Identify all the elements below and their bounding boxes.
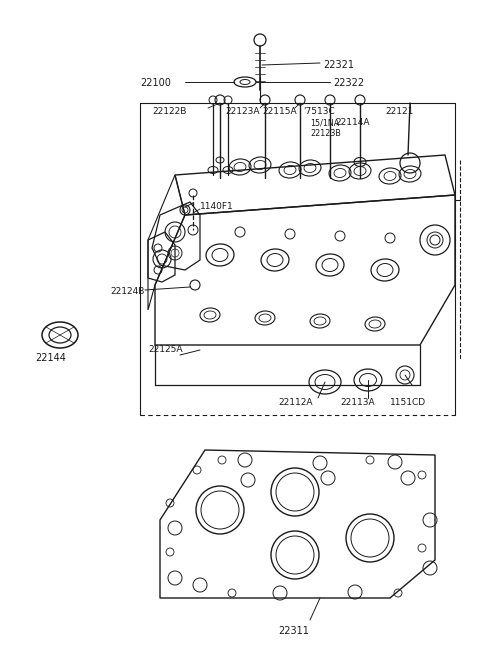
Text: 22112A: 22112A: [278, 398, 312, 407]
Text: 15/1NA: 15/1NA: [310, 118, 339, 127]
Text: 22124B: 22124B: [110, 287, 144, 296]
Text: 1151CD: 1151CD: [390, 398, 426, 407]
Text: 1140F1: 1140F1: [200, 202, 234, 211]
Text: 22321: 22321: [323, 60, 354, 70]
Text: 22125A: 22125A: [148, 345, 182, 354]
Text: 22322: 22322: [333, 78, 364, 88]
Text: 22114A: 22114A: [335, 118, 370, 127]
Text: 22113A: 22113A: [340, 398, 374, 407]
Text: 22144: 22144: [35, 353, 66, 363]
Text: 22123A: 22123A: [225, 107, 260, 116]
Text: 22123B: 22123B: [310, 129, 341, 138]
Text: 22122B: 22122B: [152, 107, 186, 116]
Text: 22115A: 22115A: [262, 107, 297, 116]
Text: 22100: 22100: [140, 78, 171, 88]
Text: 22311: 22311: [278, 626, 309, 636]
Text: 22121: 22121: [385, 107, 413, 116]
Text: '7513C: '7513C: [303, 107, 335, 116]
